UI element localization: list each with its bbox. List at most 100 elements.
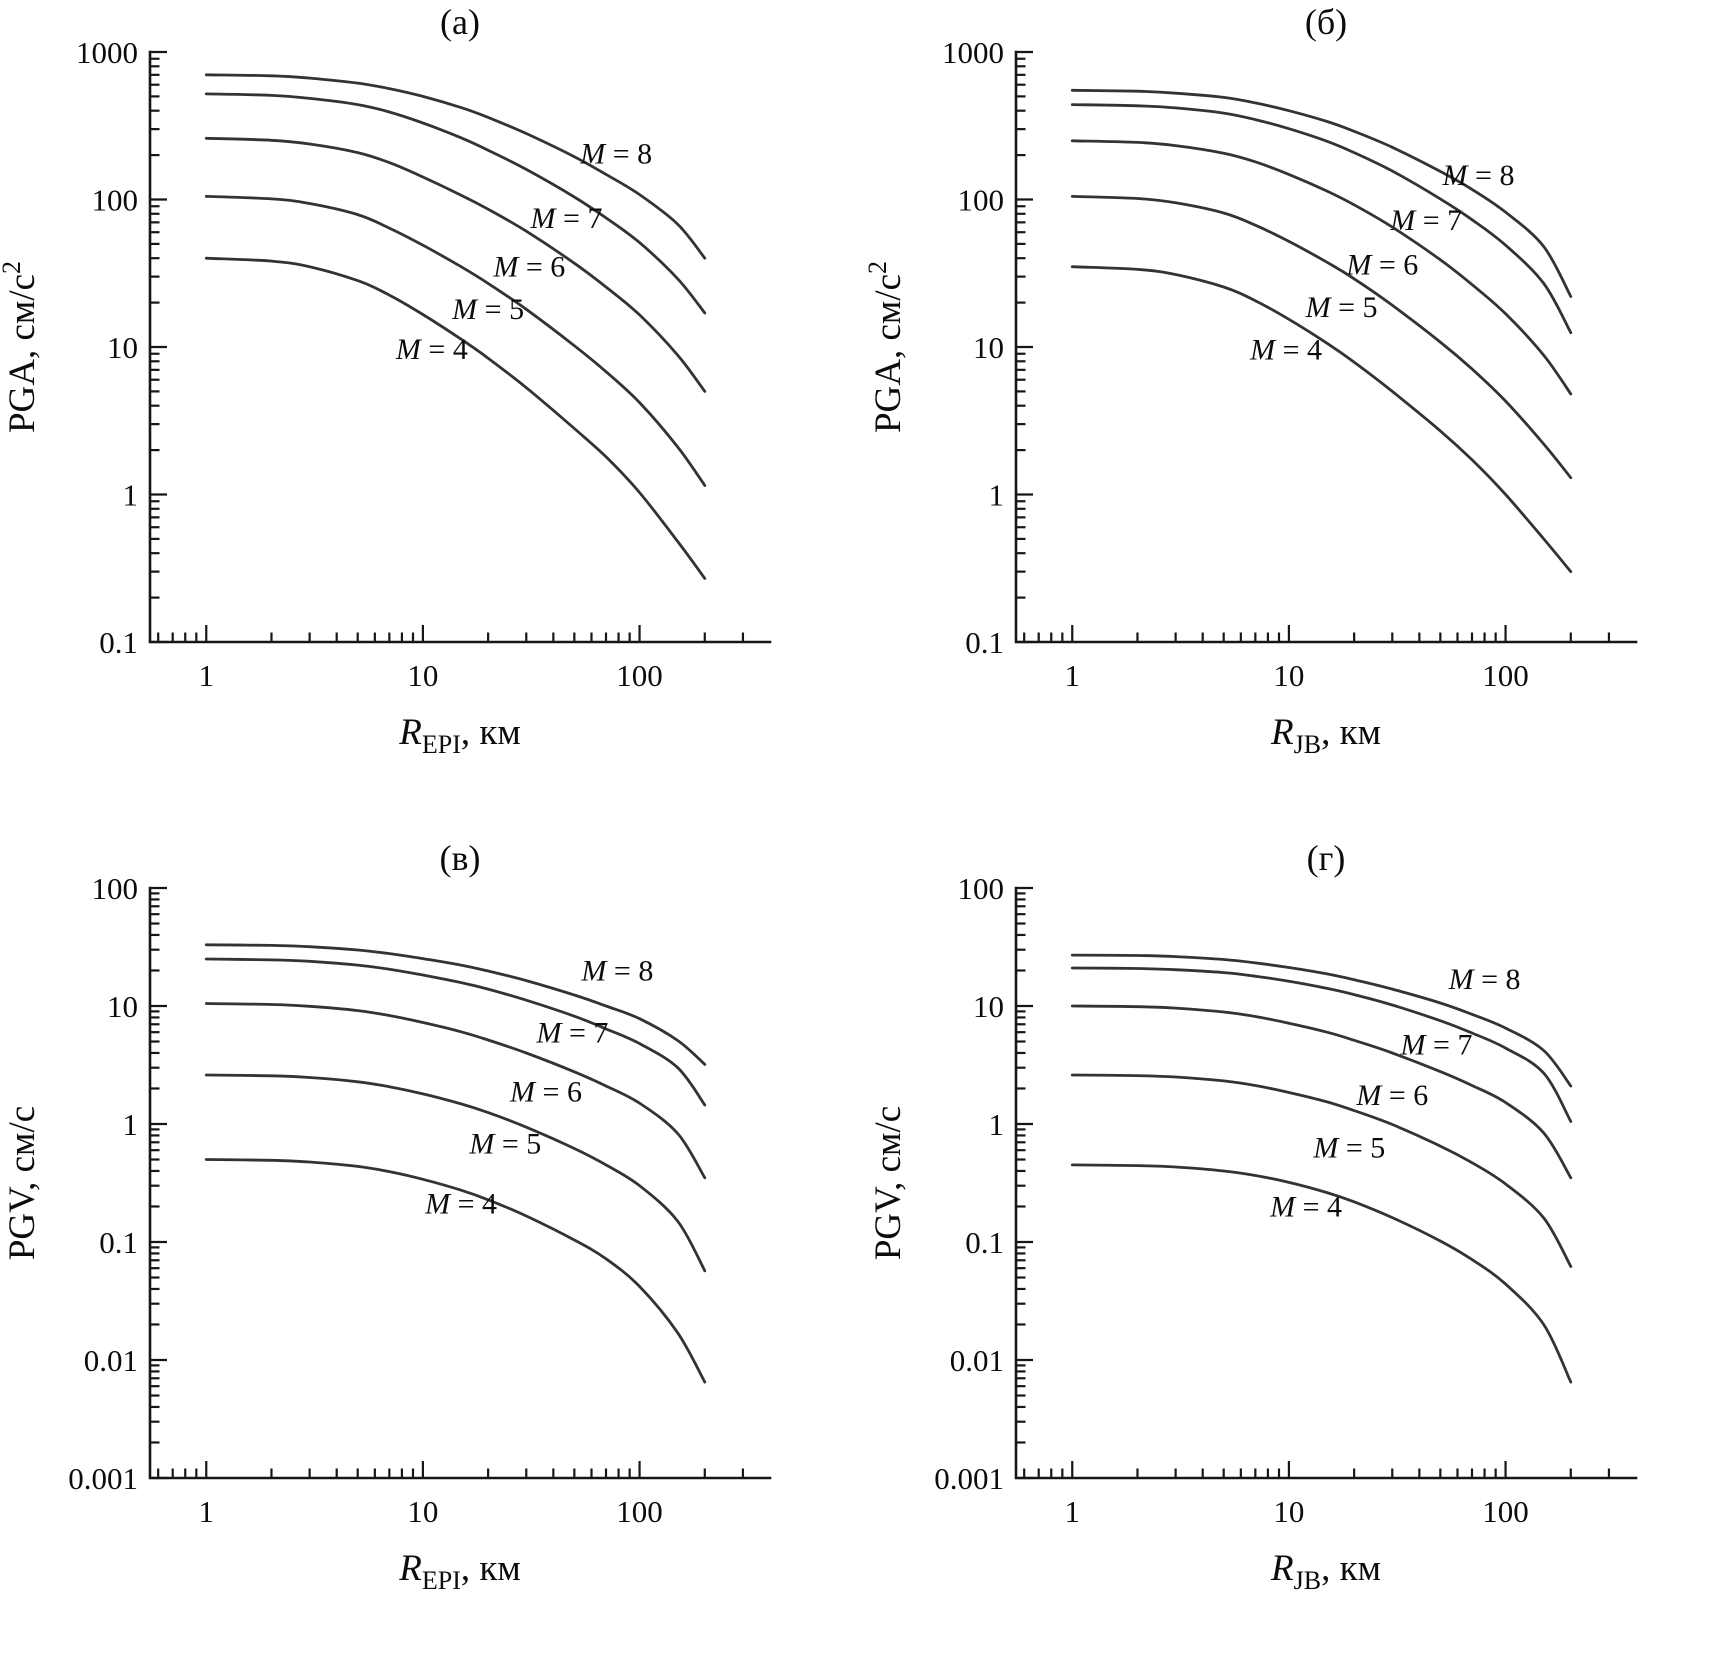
x-tick-label: 10 [1273, 1494, 1304, 1529]
x-tick-label: 100 [1482, 1494, 1529, 1529]
curve-label-rest: = 7 [1425, 1028, 1472, 1061]
curve-M=7 [1070, 103, 1572, 335]
curve-M=8 [1070, 953, 1572, 1087]
x-axis-title: REPI, км [398, 1548, 521, 1595]
panel-v-chart: (в) 1 10 100 0.001 0.01 0.1 1 10 100 PGV, см/с REPI… [2, 838, 772, 1595]
y-axis-title-base: PGA, см/с [2, 274, 43, 433]
curve-label-rest: = 6 [1371, 249, 1418, 282]
y-tick-label: 0.1 [99, 1224, 138, 1259]
curve-label-var: M [509, 1075, 537, 1108]
curve-label-5: M = 5 [468, 1127, 541, 1160]
curve-label-rest: = 7 [556, 202, 603, 235]
panel-a: (а) 1 10 100 0.1 1 10 100 1000 PGA, см/с2 REPI, км… [0, 0, 866, 836]
curve-label-rest: = 6 [1381, 1078, 1428, 1111]
curve-label-4: M = 4 [395, 333, 468, 366]
x-tick-label: 1 [1064, 658, 1080, 693]
y-axis-title: PGV, см/с [868, 1105, 909, 1259]
curve-label-rest: = 8 [605, 138, 652, 171]
curve-label-var: M [535, 1016, 563, 1049]
curve-M=8 [204, 73, 707, 260]
curve-label-7: M = 7 [530, 202, 603, 235]
curve-label-6: M = 6 [492, 251, 565, 284]
y-tick-label: 0.001 [68, 1460, 138, 1495]
x-axis-title-var: R [398, 1548, 422, 1589]
y-axis-title-base: PGV, см/с [868, 1105, 909, 1259]
curve-M=5 [1070, 195, 1572, 480]
curve-label-rest: = 8 [606, 954, 653, 987]
x-tick-label: 1 [199, 658, 215, 693]
curve-label-var: M [530, 202, 558, 235]
y-axis-title-sup: 2 [866, 261, 892, 274]
y-tick-label: 100 [957, 182, 1004, 217]
y-tick-label: 0.001 [934, 1460, 1004, 1495]
y-tick-label: 0.1 [965, 625, 1004, 660]
curve-label-5: M = 5 [451, 293, 524, 326]
y-axis-title: PGA, см/с2 [866, 261, 909, 433]
x-tick-label: 10 [1273, 658, 1304, 693]
curve-label-8: M = 8 [1447, 962, 1520, 995]
x-tick-label: 1 [1064, 1494, 1080, 1529]
curve-M=7 [204, 92, 707, 315]
curve-M=6 [204, 1001, 707, 1179]
curve-label-7: M = 7 [1389, 204, 1462, 237]
curve-label-var: M [1441, 159, 1469, 192]
curve-M=4 [204, 256, 707, 580]
curve-label-rest: = 5 [1338, 1131, 1385, 1164]
panel-b-chart: (б) 1 10 100 0.1 1 10 100 1000 PGA, см/с2 RJB, км M… [866, 2, 1637, 759]
x-tick-label: 1 [199, 1494, 215, 1529]
y-tick-label: 0.1 [99, 625, 138, 660]
y-axis-title: PGA, см/с2 [0, 261, 43, 433]
curve-label-rest: = 5 [494, 1127, 541, 1160]
y-tick-label: 1 [988, 477, 1004, 512]
y-axis-title-base: PGV, см/с [2, 1105, 43, 1259]
curve-label-var: M [1249, 334, 1277, 367]
curve-label-rest: = 4 [1295, 1190, 1342, 1223]
y-tick-label: 1 [988, 1106, 1004, 1141]
x-axis-title: RJB, км [1270, 1548, 1381, 1595]
curve-label-var: M [580, 954, 608, 987]
x-axis-title-var: R [398, 712, 422, 753]
panel-title: (г) [1306, 838, 1345, 878]
y-axis-title-sup: 2 [0, 261, 26, 274]
curve-label-rest: = 6 [535, 1075, 582, 1108]
y-tick-label: 1000 [942, 35, 1004, 70]
curve-label-rest: = 4 [1275, 334, 1322, 367]
curve-label-8: M = 8 [579, 138, 652, 171]
curve-label-var: M [1389, 204, 1417, 237]
curve-M=5 [1070, 1073, 1572, 1268]
curve-label-rest: = 5 [477, 293, 524, 326]
curve-label-rest: = 5 [1330, 291, 1377, 324]
curve-label-var: M [492, 251, 520, 284]
axis-frame [148, 886, 772, 1479]
curve-label-6: M = 6 [1355, 1078, 1428, 1111]
curve-M=6 [204, 136, 707, 393]
y-axis-title-base: PGA, см/с [868, 274, 909, 433]
y-tick-label: 1000 [76, 35, 138, 70]
curve-label-rest: = 7 [561, 1016, 608, 1049]
curve-label-6: M = 6 [509, 1075, 582, 1108]
x-tick-label: 100 [616, 658, 663, 693]
curve-M=7 [1070, 966, 1572, 1123]
curve-M=4 [1070, 265, 1572, 573]
x-axis-title-rest: , км [1321, 1548, 1381, 1589]
curve-label-rest: = 4 [421, 333, 468, 366]
x-axis-title-var: R [1270, 1548, 1294, 1589]
x-tick-label: 100 [616, 1494, 663, 1529]
curve-label-6: M = 6 [1345, 249, 1418, 282]
curve-label-rest: = 8 [1473, 962, 1520, 995]
curve-label-var: M [1304, 291, 1332, 324]
tick-marks [150, 50, 745, 644]
curve-M=5 [204, 195, 707, 487]
curve-label-4: M = 4 [1249, 334, 1322, 367]
x-tick-label: 10 [407, 658, 438, 693]
curve-M=7 [204, 957, 707, 1106]
curve-label-8: M = 8 [580, 954, 653, 987]
y-tick-label: 10 [973, 330, 1004, 365]
panel-title: (б) [1304, 2, 1346, 42]
curve-M=4 [1070, 1163, 1572, 1383]
curve-M=8 [204, 942, 707, 1066]
x-tick-label: 100 [1482, 658, 1529, 693]
curve-label-8: M = 8 [1441, 159, 1514, 192]
axis-frame [1014, 886, 1637, 1479]
